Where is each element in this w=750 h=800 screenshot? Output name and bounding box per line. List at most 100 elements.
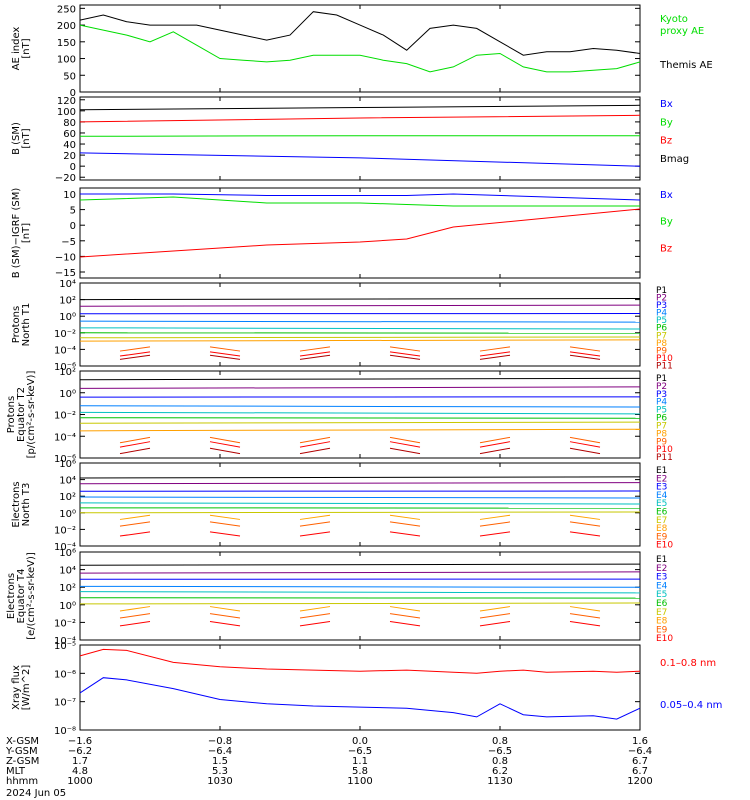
y-axis-label: [nT] xyxy=(21,223,32,243)
legend-label: P11 xyxy=(656,361,673,371)
channel-line xyxy=(79,511,641,514)
series-line-bz xyxy=(79,208,641,258)
series-line-by xyxy=(79,196,640,207)
x-axis-value: 4.8 xyxy=(72,766,88,777)
legend-label: E10 xyxy=(656,541,673,551)
y-tick-label: 20 xyxy=(63,151,76,162)
x-axis-value: 1000 xyxy=(67,776,92,787)
panel-7: 10⁻⁴ 10⁻² 10⁰ 10² 10⁴ 10⁶ Electrons Equator T4[… xyxy=(6,548,673,647)
series-line-bx xyxy=(79,152,641,167)
legend-label: E9 xyxy=(656,532,668,542)
x-axis-value: 6.7 xyxy=(632,756,648,767)
legend-label: P5 xyxy=(656,406,667,416)
legend-label: proxy AE xyxy=(660,26,704,37)
channel-segment xyxy=(479,351,511,357)
y-tick-label: 5 xyxy=(70,206,76,217)
panel-3: −15 −10 −5 0 5 10 B (SM)−IGRF (SM) [nT] Bx By Bz xyxy=(11,187,673,279)
y-tick-label: 10⁻⁶ xyxy=(54,454,76,465)
channel-line xyxy=(79,386,641,389)
y-tick-label: 10⁴ xyxy=(59,476,76,487)
legend-label: By xyxy=(660,217,673,228)
y-axis-label: North T1 xyxy=(21,303,32,347)
series-line-bmag xyxy=(79,104,641,111)
y-tick-label: 10² xyxy=(59,296,76,307)
series-line-bx xyxy=(80,193,641,201)
channel-line xyxy=(79,563,641,566)
x-axis-value: −6.2 xyxy=(68,746,92,757)
x-axis-value: −6.4 xyxy=(628,746,652,757)
legend-label: 0.1–0.8 nm xyxy=(660,658,716,669)
y-axis-label: Equator T4 xyxy=(16,569,27,624)
y-tick-label: −10 xyxy=(55,252,76,263)
channel-segment xyxy=(569,531,601,537)
y-tick-label: 10⁻⁷ xyxy=(54,698,76,709)
channel-segment xyxy=(119,613,151,619)
channel-segment xyxy=(209,613,241,619)
channel-segment xyxy=(119,531,151,537)
x-axis-value: 1200 xyxy=(627,776,652,787)
y-axis-label: Protons xyxy=(11,306,22,343)
legend-label: Bz xyxy=(660,243,672,254)
x-axis-value: −6.5 xyxy=(488,746,512,757)
channel-segment xyxy=(479,354,511,360)
y-tick-label: −20 xyxy=(55,173,76,184)
channel-segment xyxy=(119,606,151,612)
channel-segment xyxy=(119,436,151,444)
channel-segment xyxy=(389,436,421,444)
channel-segment xyxy=(299,346,331,352)
legend-label: E8 xyxy=(656,524,668,534)
channel-line xyxy=(79,421,641,424)
channel-segment xyxy=(389,354,421,360)
channel-line xyxy=(79,585,641,588)
legend-label: Bz xyxy=(660,136,672,147)
channel-segment xyxy=(209,521,241,527)
channel-segment xyxy=(569,354,601,360)
channel-segment xyxy=(299,606,331,612)
y-tick-label: 10⁰ xyxy=(59,509,76,520)
y-tick-label: 10⁻⁴ xyxy=(54,345,76,356)
x-axis-value: 1130 xyxy=(487,776,512,787)
channel-segment xyxy=(569,346,601,352)
y-tick-label: 10⁻⁴ xyxy=(54,636,76,647)
legend-label: P10 xyxy=(656,354,673,364)
channel-segment xyxy=(209,606,241,612)
channel-segment xyxy=(479,346,511,352)
series-line-0-1-0-8-nm xyxy=(79,648,641,674)
channel-segment xyxy=(119,351,151,357)
x-axis-value: −1.6 xyxy=(68,736,92,747)
legend-label: E4 xyxy=(656,491,668,501)
legend-label: E7 xyxy=(656,516,667,526)
legend-label: P2 xyxy=(656,294,667,304)
channel-segment xyxy=(209,346,241,352)
channel-segment xyxy=(389,346,421,352)
channel-segment xyxy=(389,447,421,455)
y-tick-label: −15 xyxy=(55,268,76,279)
y-axis-label: Protons xyxy=(6,396,17,433)
channel-line xyxy=(79,411,641,415)
channel-segment xyxy=(209,354,241,360)
legend-label: E3 xyxy=(656,483,667,493)
channel-segment xyxy=(389,521,421,527)
legend-label: P6 xyxy=(656,414,667,424)
x-axis-value: −0.8 xyxy=(208,736,232,747)
series-line-0-05-0-4-nm xyxy=(79,677,641,720)
y-tick-label: 10⁰ xyxy=(59,389,76,400)
channel-line xyxy=(79,377,641,381)
legend-label: P6 xyxy=(656,324,667,334)
channel-segment xyxy=(299,436,331,444)
channel-segment xyxy=(299,354,331,360)
legend-label: P5 xyxy=(656,316,667,326)
y-axis-label: [nT] xyxy=(21,128,32,148)
series-line-themis-ae xyxy=(79,11,641,56)
channel-segment xyxy=(569,621,601,627)
x-axis-value: 1.7 xyxy=(72,756,88,767)
channel-line xyxy=(79,339,641,342)
channel-segment xyxy=(569,447,601,455)
y-axis-label: Electrons xyxy=(6,573,17,619)
channel-segment xyxy=(389,514,421,520)
legend-label: E9 xyxy=(656,625,668,635)
legend-label: P4 xyxy=(656,309,667,319)
channel-segment xyxy=(119,521,151,527)
x-axis-value: 6.7 xyxy=(632,766,648,777)
